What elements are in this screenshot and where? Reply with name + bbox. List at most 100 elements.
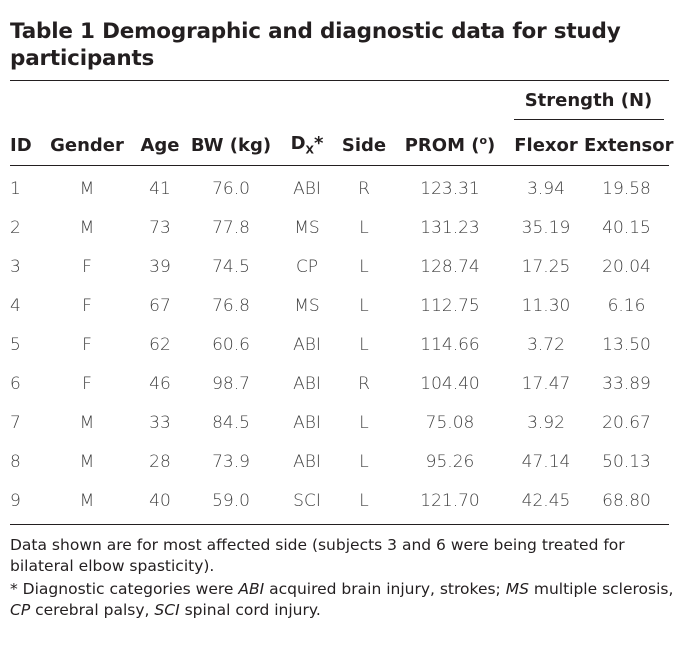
- cell-extensor: 40.15: [602, 217, 651, 238]
- cell-id: 7: [10, 412, 21, 433]
- col-id: ID: [10, 134, 32, 156]
- bottom-rule: [10, 524, 669, 525]
- cell-age: 41: [149, 178, 171, 199]
- cell-id: 8: [10, 451, 21, 472]
- cell-extensor: 20.67: [602, 412, 651, 433]
- table-row: 2 M 73 77.8 MS L 131.23 35.19 40.15: [10, 208, 669, 247]
- cell-prom: 95.26: [425, 451, 475, 472]
- header-rule: [10, 165, 669, 166]
- cell-gender: F: [82, 373, 92, 394]
- cell-id: 6: [10, 373, 21, 394]
- cell-bw: 60.6: [212, 334, 250, 355]
- cell-dx: ABI: [293, 451, 321, 472]
- cell-bw: 73.9: [212, 451, 250, 472]
- table-body: 1 M 41 76.0 ABI R 123.31 3.94 19.58 2 M 73 77.8 MS L 13…: [10, 166, 669, 520]
- cell-bw: 74.5: [212, 256, 250, 277]
- cell-age: 67: [149, 295, 171, 316]
- cell-age: 33: [149, 412, 171, 433]
- cell-dx: ABI: [293, 334, 321, 355]
- cell-id: 4: [10, 295, 21, 316]
- cell-bw: 98.7: [212, 373, 250, 394]
- table-row: 9 M 40 59.0 SCI L 121.70 42.45 68.80: [10, 481, 669, 520]
- col-age: Age: [140, 134, 180, 156]
- cell-side: L: [359, 295, 369, 316]
- table-figure: Table 1 Demographic and diagnostic data …: [10, 18, 686, 620]
- cell-flexor: 17.25: [521, 256, 571, 277]
- col-flexor: Flexor: [514, 134, 578, 156]
- cell-side: L: [359, 490, 369, 511]
- strength-group-label: Strength (N): [513, 90, 664, 120]
- cell-gender: F: [82, 256, 92, 277]
- cell-flexor: 42.45: [521, 490, 571, 511]
- col-gender: Gender: [50, 134, 124, 156]
- cell-side: L: [359, 256, 369, 277]
- col-prom: PROM (o): [404, 134, 496, 156]
- cell-extensor: 20.04: [602, 256, 651, 277]
- cell-flexor: 3.94: [527, 178, 565, 199]
- table-row: 6 F 46 98.7 ABI R 104.40 17.47 33.89: [10, 364, 669, 403]
- cell-extensor: 6.16: [607, 295, 646, 316]
- cell-side: R: [358, 178, 370, 199]
- cell-gender: F: [82, 295, 92, 316]
- cell-side: L: [359, 451, 369, 472]
- cell-flexor: 17.47: [521, 373, 571, 394]
- cell-gender: F: [82, 334, 92, 355]
- group-spacer: [10, 81, 508, 125]
- cell-dx: ABI: [293, 373, 321, 394]
- cell-flexor: 11.30: [521, 295, 571, 316]
- cell-flexor: 47.14: [521, 451, 571, 472]
- cell-extensor: 33.89: [602, 373, 651, 394]
- cell-id: 3: [10, 256, 21, 277]
- cell-side: L: [359, 412, 369, 433]
- cell-prom: 114.66: [420, 334, 480, 355]
- cell-flexor: 3.92: [527, 412, 565, 433]
- col-extensor: Extensor: [584, 134, 674, 156]
- cell-bw: 84.5: [212, 412, 250, 433]
- cell-bw: 76.0: [212, 178, 250, 199]
- table-row: 1 M 41 76.0 ABI R 123.31 3.94 19.58: [10, 166, 669, 208]
- cell-extensor: 19.58: [602, 178, 651, 199]
- cell-extensor: 68.80: [602, 490, 651, 511]
- strength-group-header: Strength (N): [508, 81, 669, 125]
- top-rule: [10, 80, 669, 81]
- cell-side: R: [358, 373, 370, 394]
- cell-gender: M: [79, 451, 95, 472]
- cell-extensor: 50.13: [602, 451, 651, 472]
- cell-flexor: 35.19: [521, 217, 571, 238]
- cell-dx: MS: [294, 295, 320, 316]
- cell-gender: M: [79, 412, 95, 433]
- cell-age: 40: [149, 490, 171, 511]
- cell-prom: 104.40: [420, 373, 480, 394]
- cell-age: 62: [149, 334, 171, 355]
- cell-extensor: 13.50: [602, 334, 651, 355]
- cell-age: 73: [149, 217, 171, 238]
- table-row: 7 M 33 84.5 ABI L 75.08 3.92 20.67: [10, 403, 669, 442]
- cell-prom: 75.08: [425, 412, 475, 433]
- cell-id: 1: [10, 178, 21, 199]
- table-caption: Table 1 Demographic and diagnostic data …: [10, 19, 621, 71]
- table-footnotes: Data shown are for most affected side (s…: [10, 535, 686, 620]
- cell-gender: M: [79, 178, 95, 199]
- cell-prom: 112.75: [420, 295, 480, 316]
- table-row: 5 F 62 60.6 ABI L 114.66 3.72 13.50: [10, 325, 669, 364]
- col-side: Side: [341, 134, 387, 156]
- cell-dx: MS: [294, 217, 320, 238]
- col-bw: BW (kg): [190, 134, 272, 156]
- column-header-row: ID Gender Age BW (kg) DX* Side PROM (o) …: [10, 125, 674, 165]
- cell-bw: 59.0: [212, 490, 250, 511]
- table-row: 4 F 67 76.8 MS L 112.75 11.30 6.16: [10, 286, 669, 325]
- cell-dx: ABI: [293, 412, 321, 433]
- cell-side: L: [359, 217, 369, 238]
- participants-table: Strength (N) ID Gender Age BW (kg) DX* S…: [10, 81, 674, 520]
- cell-age: 28: [149, 451, 171, 472]
- cell-prom: 123.31: [420, 178, 480, 199]
- col-dx: DX*: [290, 133, 324, 157]
- cell-prom: 128.74: [420, 256, 480, 277]
- cell-dx: CP: [295, 256, 319, 277]
- cell-age: 46: [149, 373, 171, 394]
- cell-side: L: [359, 334, 369, 355]
- cell-gender: M: [79, 490, 95, 511]
- cell-bw: 77.8: [212, 217, 250, 238]
- cell-flexor: 3.72: [527, 334, 565, 355]
- cell-bw: 76.8: [212, 295, 250, 316]
